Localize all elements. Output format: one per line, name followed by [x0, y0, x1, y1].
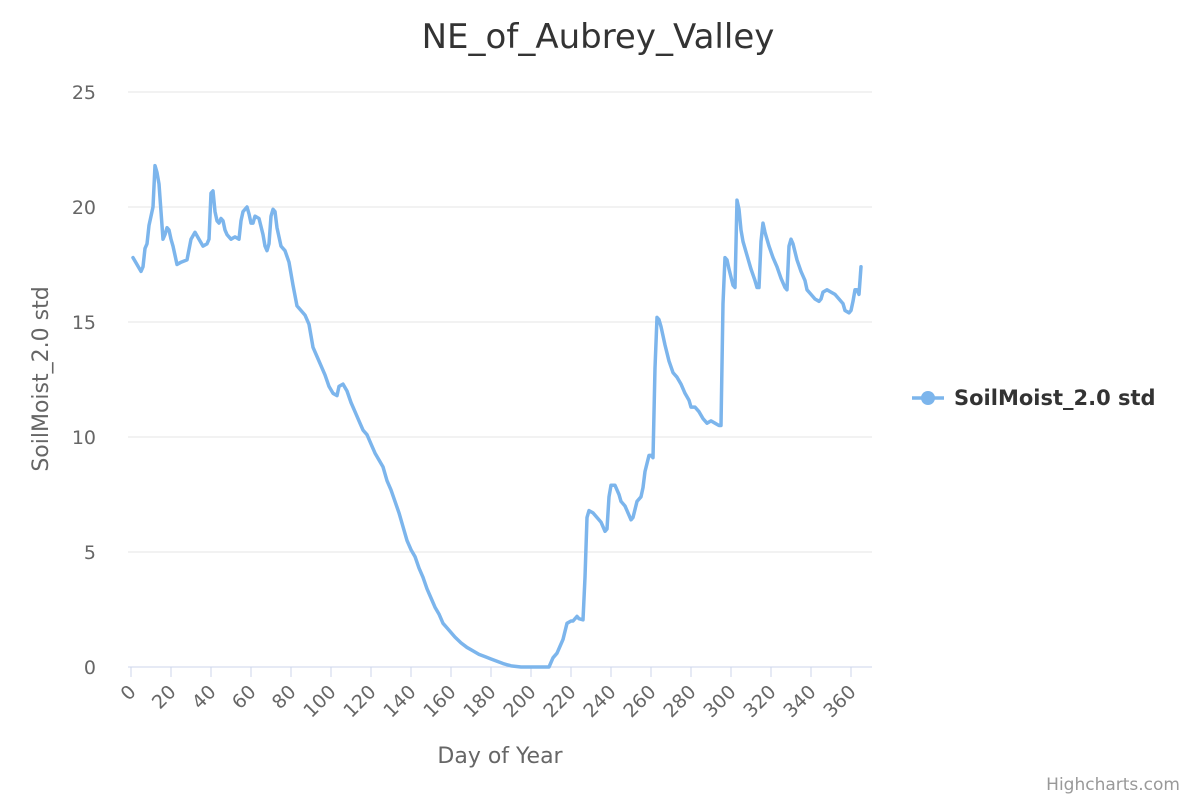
x-axis-ticks: 0 20 40 60 801001201401601802002202402602803…	[116, 667, 861, 722]
x-tick-label: 160	[419, 681, 460, 722]
x-tick-label: 140	[379, 681, 420, 722]
y-tick-label: 5	[84, 542, 96, 564]
credits-link[interactable]: Highcharts.com	[1046, 775, 1180, 795]
y-tick-label: 0	[84, 657, 96, 679]
x-tick-label: 0	[116, 681, 140, 705]
y-tick-label: 20	[72, 197, 96, 219]
legend-item-label: SoilMoist_2.0 std	[954, 386, 1156, 410]
x-tick-label: 100	[299, 681, 340, 722]
chart-title: NE_of_Aubrey_Valley	[422, 17, 775, 57]
x-tick-label: 180	[459, 681, 500, 722]
x-tick-label: 340	[779, 681, 820, 722]
x-tick-label: 240	[579, 681, 620, 722]
x-axis-title: Day of Year	[437, 744, 563, 769]
legend[interactable]: SoilMoist_2.0 std	[912, 386, 1156, 410]
x-tick-label: 40	[188, 681, 221, 714]
x-tick-label: 280	[659, 681, 700, 722]
y-tick-label: 25	[72, 82, 96, 104]
x-tick-label: 80	[268, 681, 301, 714]
x-tick-label: 360	[819, 681, 860, 722]
series-line[interactable]	[131, 163, 863, 669]
y-axis-title: SoilMoist_2.0 std	[29, 286, 54, 471]
series-group	[131, 163, 863, 669]
y-tick-label: 15	[72, 312, 96, 334]
y-tick-label: 10	[72, 427, 96, 449]
y-axis-ticks: 0 5 10 15 20 25	[72, 82, 96, 679]
x-tick-label: 300	[699, 681, 740, 722]
x-tick-label: 200	[499, 681, 540, 722]
x-tick-label: 120	[339, 681, 380, 722]
x-tick-label: 20	[148, 681, 181, 714]
x-tick-label: 60	[228, 681, 261, 714]
x-tick-label: 220	[539, 681, 580, 722]
grid-lines	[128, 91, 872, 553]
legend-marker-symbol	[921, 391, 935, 405]
x-tick-label: 320	[739, 681, 780, 722]
x-tick-label: 260	[619, 681, 660, 722]
